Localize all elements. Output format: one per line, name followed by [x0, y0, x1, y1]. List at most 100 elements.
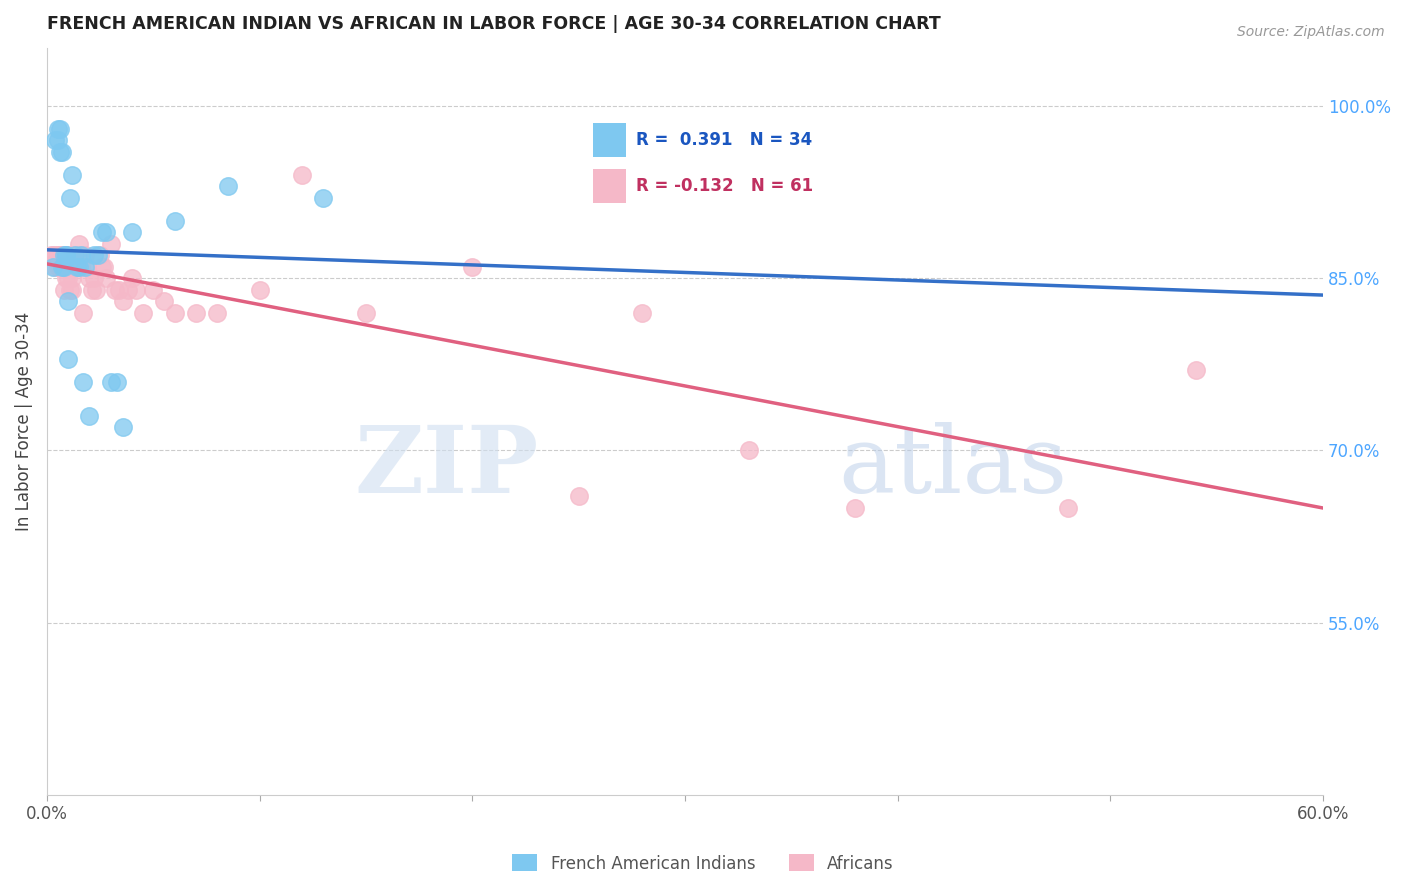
Point [56, 271, 79, 285]
Point [48, 260, 70, 274]
Point [42, 260, 65, 274]
Point [55, 248, 77, 262]
Point [55, 248, 77, 262]
Y-axis label: In Labor Force | Age 30-34: In Labor Force | Age 30-34 [15, 312, 32, 532]
Point [46, 133, 69, 147]
Point [66, 260, 89, 274]
Point [48, 145, 70, 159]
Point [163, 305, 186, 319]
Point [844, 500, 866, 515]
Point [142, 283, 165, 297]
Point [51, 145, 73, 159]
Point [117, 283, 139, 297]
Point [70, 260, 93, 274]
Point [63, 248, 86, 262]
Point [63, 248, 86, 262]
Point [87, 248, 110, 262]
Text: ZIP: ZIP [354, 422, 538, 511]
Point [52, 283, 75, 297]
Point [121, 271, 143, 285]
Point [48, 121, 70, 136]
Point [76, 260, 98, 274]
Point [568, 490, 591, 504]
Point [163, 213, 186, 227]
Bar [593, 169, 627, 202]
Point [51, 260, 73, 274]
Point [91, 225, 114, 239]
Text: R =  0.391   N = 34: R = 0.391 N = 34 [637, 131, 813, 149]
Point [96, 225, 118, 239]
Point [75, 260, 97, 274]
Point [100, 236, 122, 251]
Point [184, 305, 207, 319]
Point [89, 248, 111, 262]
Point [44, 133, 66, 147]
Point [738, 443, 761, 458]
Point [354, 305, 377, 319]
Point [46, 260, 69, 274]
Point [1184, 363, 1206, 377]
Point [51, 260, 73, 274]
Point [59, 248, 82, 262]
Text: R = -0.132   N = 61: R = -0.132 N = 61 [637, 177, 814, 194]
Text: FRENCH AMERICAN INDIAN VS AFRICAN IN LABOR FORCE | AGE 30-34 CORRELATION CHART: FRENCH AMERICAN INDIAN VS AFRICAN IN LAB… [46, 15, 941, 33]
Point [56, 294, 79, 309]
Point [44, 260, 66, 274]
Point [108, 283, 131, 297]
Point [67, 236, 90, 251]
Point [291, 168, 314, 182]
Point [125, 283, 148, 297]
Point [55, 271, 77, 285]
Point [48, 248, 70, 262]
Point [59, 191, 82, 205]
Point [121, 225, 143, 239]
Point [48, 248, 70, 262]
Point [46, 121, 69, 136]
Point [205, 305, 228, 319]
Text: Source: ZipAtlas.com: Source: ZipAtlas.com [1237, 25, 1385, 39]
Point [83, 271, 105, 285]
Point [112, 420, 135, 434]
Point [59, 283, 82, 297]
Point [112, 294, 135, 309]
Point [52, 248, 75, 262]
Point [1057, 500, 1080, 515]
Point [62, 168, 84, 182]
Point [461, 260, 484, 274]
Point [72, 375, 94, 389]
Point [56, 260, 79, 274]
Bar [593, 123, 627, 157]
Point [52, 260, 75, 274]
Point [52, 260, 75, 274]
Point [631, 305, 654, 319]
Point [249, 283, 271, 297]
Point [67, 248, 90, 262]
Point [52, 248, 75, 262]
Point [44, 248, 66, 262]
Point [42, 248, 65, 262]
Point [56, 351, 79, 366]
Point [83, 248, 105, 262]
Point [153, 294, 176, 309]
Point [75, 248, 97, 262]
Point [104, 283, 127, 297]
Point [93, 260, 115, 274]
Point [66, 260, 89, 274]
Point [62, 283, 84, 297]
Point [55, 248, 77, 262]
Point [80, 283, 103, 297]
Point [70, 248, 93, 262]
Point [96, 271, 118, 285]
Point [67, 260, 90, 274]
Point [217, 179, 239, 194]
Point [100, 375, 122, 389]
Point [79, 271, 101, 285]
Point [312, 191, 335, 205]
Point [105, 375, 128, 389]
Legend: French American Indians, Africans: French American Indians, Africans [506, 847, 900, 880]
Point [46, 248, 69, 262]
Point [79, 409, 101, 423]
Point [51, 248, 73, 262]
Point [131, 305, 153, 319]
Point [62, 271, 84, 285]
